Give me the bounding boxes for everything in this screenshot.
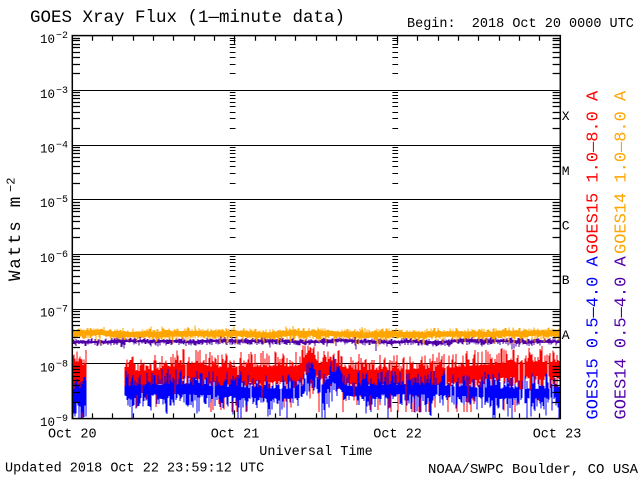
svg-text:GOES14 1.0—8.0 A: GOES14 1.0—8.0 A <box>613 90 632 254</box>
svg-text:Updated 2018 Oct 22 23:59:12 U: Updated 2018 Oct 22 23:59:12 UTC <box>5 462 264 477</box>
svg-text:GOES14 0.5—4.0 A: GOES14 0.5—4.0 A <box>613 255 632 419</box>
svg-text:Oct 23: Oct 23 <box>533 428 582 443</box>
svg-text:10: 10 <box>40 33 55 47</box>
svg-text:−2: −2 <box>56 31 68 42</box>
svg-text:Watts m: Watts m <box>6 195 26 281</box>
svg-text:−9: −9 <box>56 414 68 425</box>
svg-text:−4: −4 <box>56 141 68 152</box>
svg-text:10: 10 <box>40 197 55 211</box>
svg-text:B: B <box>562 273 570 288</box>
svg-text:−5: −5 <box>56 195 68 206</box>
svg-text:−6: −6 <box>56 250 68 261</box>
svg-text:NOAA/SWPC Boulder, CO USA: NOAA/SWPC Boulder, CO USA <box>428 462 639 478</box>
svg-text:10: 10 <box>40 361 55 375</box>
svg-text:−7: −7 <box>56 305 68 316</box>
svg-text:C: C <box>562 219 570 234</box>
svg-text:GOES Xray Flux (1—minute data): GOES Xray Flux (1—minute data) <box>30 8 345 28</box>
svg-text:−3: −3 <box>56 86 68 97</box>
svg-text:10: 10 <box>40 143 55 157</box>
svg-text:10: 10 <box>40 416 55 430</box>
svg-text:−2: −2 <box>5 178 19 192</box>
svg-text:−8: −8 <box>56 359 68 370</box>
svg-text:Universal Time: Universal Time <box>259 445 372 460</box>
svg-text:10: 10 <box>40 307 55 321</box>
svg-text:Begin: 2018 Oct 20 0000 UTC: Begin: 2018 Oct 20 0000 UTC <box>407 17 634 32</box>
svg-text:GOES15 0.5—4.0 A: GOES15 0.5—4.0 A <box>585 255 604 419</box>
svg-text:Oct 20: Oct 20 <box>48 428 97 443</box>
svg-text:Oct 21: Oct 21 <box>211 428 260 443</box>
svg-text:10: 10 <box>40 252 55 266</box>
svg-text:Oct 22: Oct 22 <box>373 428 422 443</box>
svg-text:X: X <box>562 109 570 124</box>
svg-text:10: 10 <box>40 88 55 102</box>
svg-text:M: M <box>562 164 570 179</box>
svg-text:GOES15 1.0—8.0 A: GOES15 1.0—8.0 A <box>585 90 604 254</box>
svg-text:A: A <box>562 328 570 343</box>
